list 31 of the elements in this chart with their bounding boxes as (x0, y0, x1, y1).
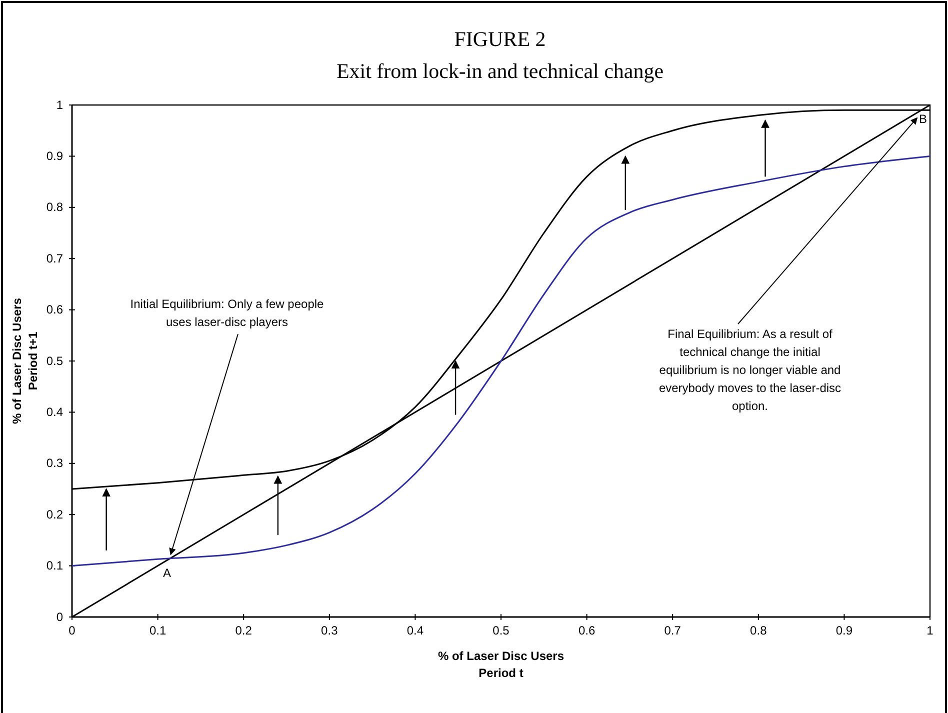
annotation: B (918, 112, 927, 126)
x-tick-label: 0.9 (836, 624, 853, 638)
chart-subtitle: Exit from lock-in and technical change (336, 59, 664, 83)
x-tick-label: 0.5 (492, 624, 510, 638)
x-tick-label: 0.3 (321, 624, 338, 638)
y-tick-label: 0.9 (46, 149, 64, 164)
y-tick-label: 0.6 (46, 302, 64, 317)
y-tick-label: 0.5 (46, 354, 64, 368)
x-tick-label: 0.2 (235, 624, 252, 638)
y-tick-label: 0.2 (46, 507, 64, 522)
annotation: A (162, 566, 171, 580)
y-tick-label: 0 (56, 610, 64, 624)
x-tick-label: 0.6 (578, 624, 596, 638)
y-tick-label: 0.4 (46, 405, 64, 420)
annotation: Initial Equilibrium: Only a few people uses laser-disc players (130, 297, 324, 329)
y-tick-label: 0.8 (46, 200, 64, 214)
x-tick-label: 0 (68, 624, 76, 638)
x-tick-label: 0.7 (664, 624, 682, 638)
line-series (71, 155, 931, 567)
y-tick-label: 0.1 (46, 558, 64, 573)
x-tick-label: 1 (926, 624, 934, 638)
y-tick-label: 0.7 (46, 251, 64, 266)
chart-title: FIGURE 2 (454, 27, 546, 51)
x-tick-label: 0.8 (750, 624, 768, 638)
x-axis-title: % of Laser Disc Users Period t (438, 649, 564, 680)
y-tick-label: 0.3 (46, 456, 64, 470)
x-tick-label: 0.4 (406, 624, 424, 638)
x-tick-label: 0.1 (149, 624, 166, 638)
y-axis-title: % of Laser Disc Users Period t+1 (10, 298, 40, 424)
y-tick-label: 1 (56, 98, 64, 112)
annotation: Final Equilibrium: As a result of technical change the initial equilibrium is no longer viable and everybody moves to the laser-disc option. (658, 327, 842, 413)
